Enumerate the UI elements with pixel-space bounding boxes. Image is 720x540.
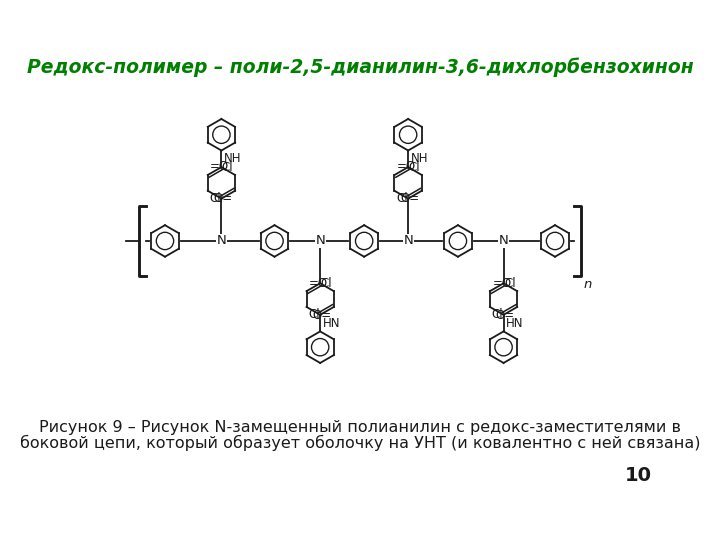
Text: O=: O= <box>213 192 233 205</box>
Text: =O: =O <box>492 276 511 289</box>
Text: N: N <box>403 234 413 247</box>
Text: =O: =O <box>210 160 230 173</box>
Text: Cl: Cl <box>504 278 516 291</box>
Text: N: N <box>217 234 226 247</box>
Text: NH: NH <box>224 152 241 165</box>
Text: Cl: Cl <box>308 308 320 321</box>
Text: O=: O= <box>312 308 331 322</box>
Text: Редокс-полимер – поли-2,5-дианилин-3,6-дихлорбензохинон: Редокс-полимер – поли-2,5-дианилин-3,6-д… <box>27 58 693 77</box>
Text: Cl: Cl <box>222 161 233 174</box>
Text: Cl: Cl <box>320 278 332 291</box>
Text: O=: O= <box>495 308 515 322</box>
Text: Рисунок 9 – Рисунок N-замещенный полианилин с редокс-заместителями в: Рисунок 9 – Рисунок N-замещенный полиани… <box>39 420 681 435</box>
Text: N: N <box>499 234 508 247</box>
Text: Cl: Cl <box>210 192 221 205</box>
Text: N: N <box>315 234 325 247</box>
Text: 10: 10 <box>624 467 652 485</box>
Text: Cl: Cl <box>408 161 420 174</box>
Text: HN: HN <box>506 316 523 329</box>
Text: боковой цепи, который образует оболочку на УНТ (и ковалентно с ней связана): боковой цепи, который образует оболочку … <box>19 435 701 451</box>
Text: Cl: Cl <box>396 192 408 205</box>
Text: HN: HN <box>323 316 340 329</box>
Text: NH: NH <box>410 152 428 165</box>
Text: =O: =O <box>397 160 416 173</box>
Text: =O: =O <box>309 276 328 289</box>
Text: n: n <box>583 278 592 291</box>
Text: Cl: Cl <box>492 308 503 321</box>
Text: O=: O= <box>400 192 419 205</box>
